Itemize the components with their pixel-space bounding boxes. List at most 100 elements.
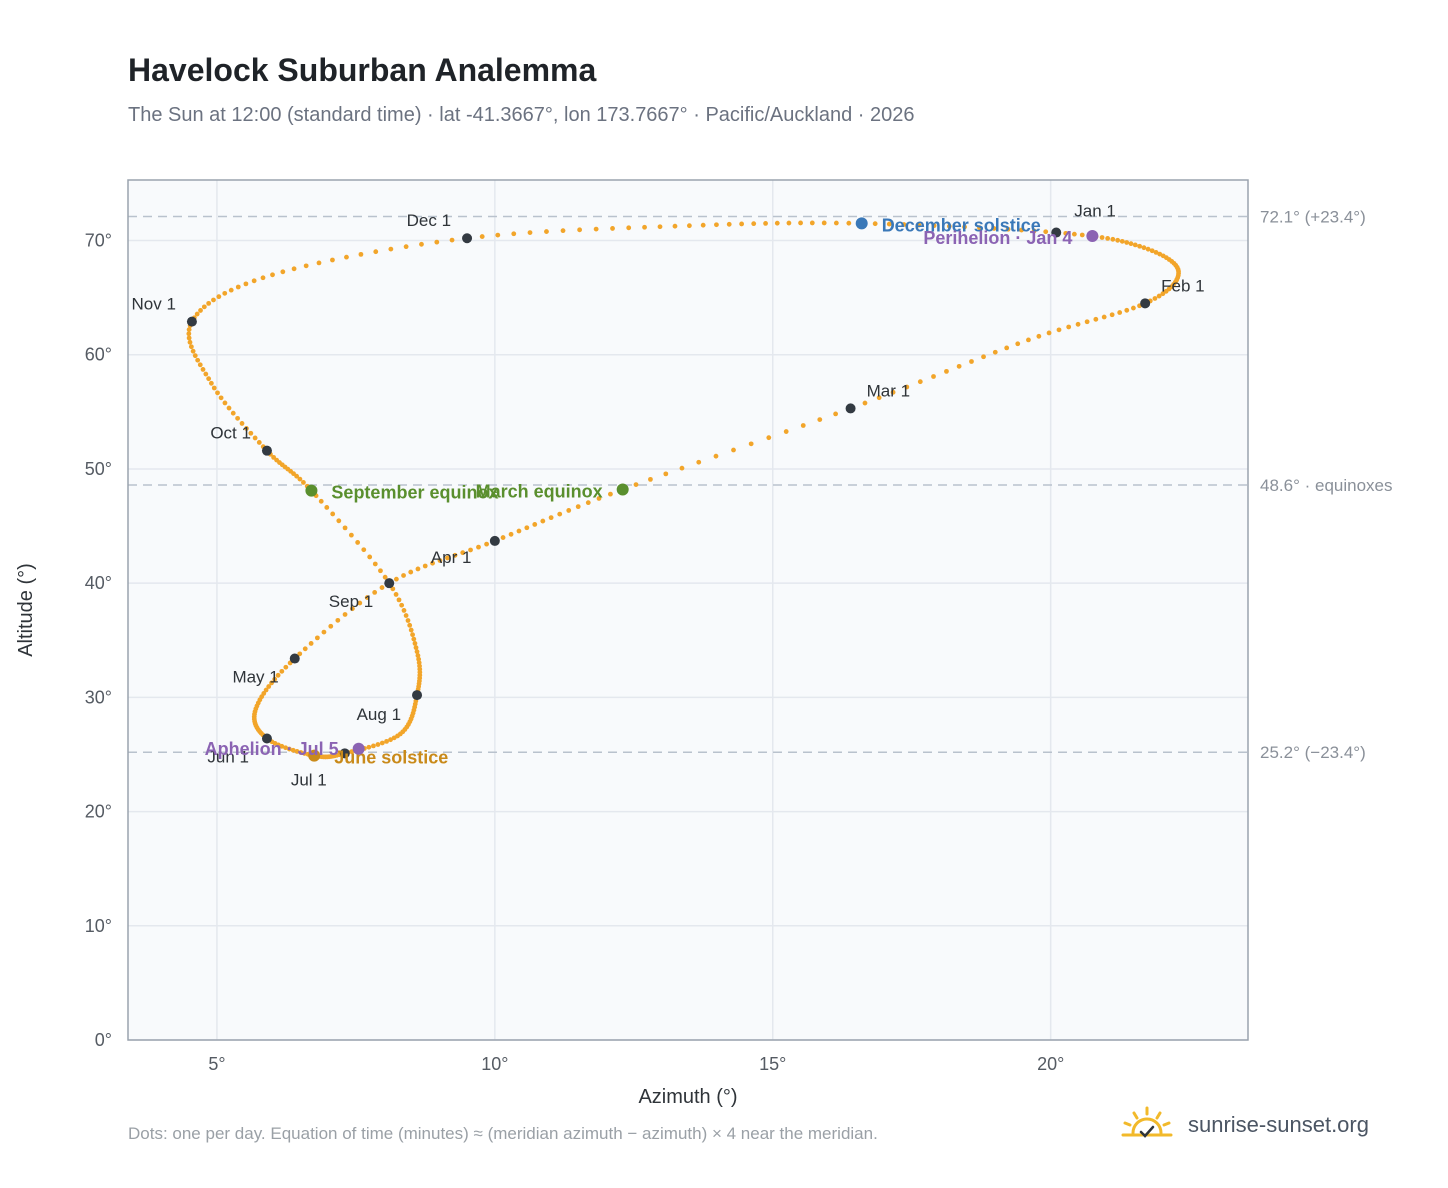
y-axis-label: Altitude (°) <box>15 563 37 657</box>
day-dot <box>235 415 241 421</box>
day-dot <box>372 590 378 595</box>
day-dot <box>460 550 466 556</box>
day-dot <box>527 230 533 236</box>
month-marker-label: Sep 1 <box>329 592 373 611</box>
day-dot <box>330 511 336 517</box>
day-dot <box>297 476 303 482</box>
day-dot <box>1105 235 1111 241</box>
day-dot <box>992 349 998 355</box>
month-marker-label: Feb 1 <box>1161 276 1204 295</box>
month-marker <box>1051 227 1062 238</box>
day-dot <box>1141 245 1147 251</box>
day-dot <box>1115 237 1121 243</box>
day-dot <box>379 740 385 746</box>
day-dot <box>211 385 217 391</box>
month-marker-label: Apr 1 <box>431 548 472 567</box>
day-dot <box>251 278 257 284</box>
day-dot <box>226 405 232 411</box>
day-dot <box>1071 231 1077 237</box>
axis-ticks: 5° 10° 15° 20° 0° 10° 20° 30° 40° 50° 60° 70° <box>85 231 1065 1074</box>
day-dot <box>379 585 385 590</box>
day-dot <box>872 221 878 227</box>
day-dot <box>318 498 324 504</box>
day-dot <box>1156 293 1162 299</box>
day-dot <box>272 676 278 682</box>
day-dot <box>766 435 772 441</box>
day-dot <box>416 656 422 662</box>
day-dot <box>203 371 209 377</box>
day-dot <box>1099 235 1105 240</box>
day-dot <box>280 269 286 275</box>
day-dot <box>344 254 349 260</box>
day-dot <box>577 227 583 233</box>
day-dot <box>1131 305 1136 311</box>
day-dot <box>437 558 443 563</box>
plot-frame <box>127 179 1249 1041</box>
day-dot <box>407 622 413 628</box>
day-dot <box>774 220 780 226</box>
chart-subtitle: The Sun at 12:00 (standard time) · lat -… <box>128 104 915 126</box>
day-dot <box>303 263 309 269</box>
day-dot <box>1063 230 1069 236</box>
day-dot <box>342 525 348 531</box>
day-dot <box>713 453 719 459</box>
day-dot <box>422 563 428 569</box>
day-dot <box>367 554 373 560</box>
day-dot <box>783 429 789 434</box>
day-dot <box>946 223 952 229</box>
month-marker-label: Jul 1 <box>291 770 327 789</box>
day-dot <box>846 220 852 226</box>
day-dot <box>714 222 719 228</box>
day-dot <box>283 745 288 751</box>
day-dot <box>393 592 399 597</box>
day-dot <box>434 239 440 245</box>
day-dot <box>366 744 372 750</box>
day-dot <box>1163 288 1169 294</box>
y-tick-label: 30° <box>85 687 112 707</box>
day-dot <box>1036 333 1042 339</box>
day-dot <box>186 335 192 341</box>
day-dot <box>403 613 409 618</box>
day-dot <box>192 353 198 359</box>
day-dot <box>657 224 663 230</box>
x-tick-label: 10° <box>481 1054 508 1074</box>
day-dot <box>195 357 201 363</box>
day-dot <box>222 290 228 296</box>
day-dot <box>1066 324 1072 330</box>
event-marker <box>305 484 318 497</box>
day-dot <box>532 522 538 527</box>
day-dot <box>508 531 514 537</box>
day-dot <box>243 281 249 287</box>
day-dot <box>1137 243 1143 249</box>
event-label: September equinox <box>331 483 498 503</box>
day-dot <box>833 220 839 226</box>
day-dot <box>786 220 792 226</box>
day-dot <box>415 653 421 658</box>
day-dot <box>405 618 411 623</box>
footnote: Dots: one per day. Equation of time (min… <box>128 1124 878 1143</box>
x-tick-label: 5° <box>208 1054 225 1074</box>
day-dot <box>800 423 806 428</box>
day-dot <box>484 541 489 547</box>
day-dot <box>335 617 341 623</box>
day-dot <box>194 311 200 317</box>
day-dot <box>1026 337 1031 343</box>
event-marker <box>352 742 365 755</box>
day-dot <box>1101 314 1107 320</box>
day-dot <box>286 746 292 752</box>
plot-area <box>128 180 1248 1040</box>
day-dot <box>324 505 330 510</box>
day-dot <box>1031 228 1037 234</box>
event-marker <box>1086 229 1099 242</box>
day-dot <box>228 287 234 293</box>
day-dot <box>198 308 203 313</box>
day-dot <box>500 535 506 540</box>
day-dot <box>511 231 517 237</box>
day-dot <box>316 260 322 266</box>
event-label: Perihelion · Jan 4 <box>923 228 1072 248</box>
day-dot <box>876 395 882 401</box>
day-dot <box>726 221 732 227</box>
day-dot <box>388 246 394 252</box>
day-dot <box>375 742 381 747</box>
day-dot <box>419 241 424 247</box>
